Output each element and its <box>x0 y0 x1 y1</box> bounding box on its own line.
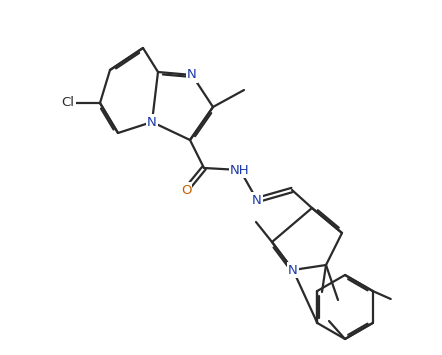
Text: O: O <box>181 184 191 197</box>
Text: NH: NH <box>230 164 250 176</box>
Text: N: N <box>252 193 262 207</box>
Text: N: N <box>187 69 197 82</box>
Text: N: N <box>147 115 157 129</box>
Text: N: N <box>288 263 298 277</box>
Text: Cl: Cl <box>61 97 75 109</box>
